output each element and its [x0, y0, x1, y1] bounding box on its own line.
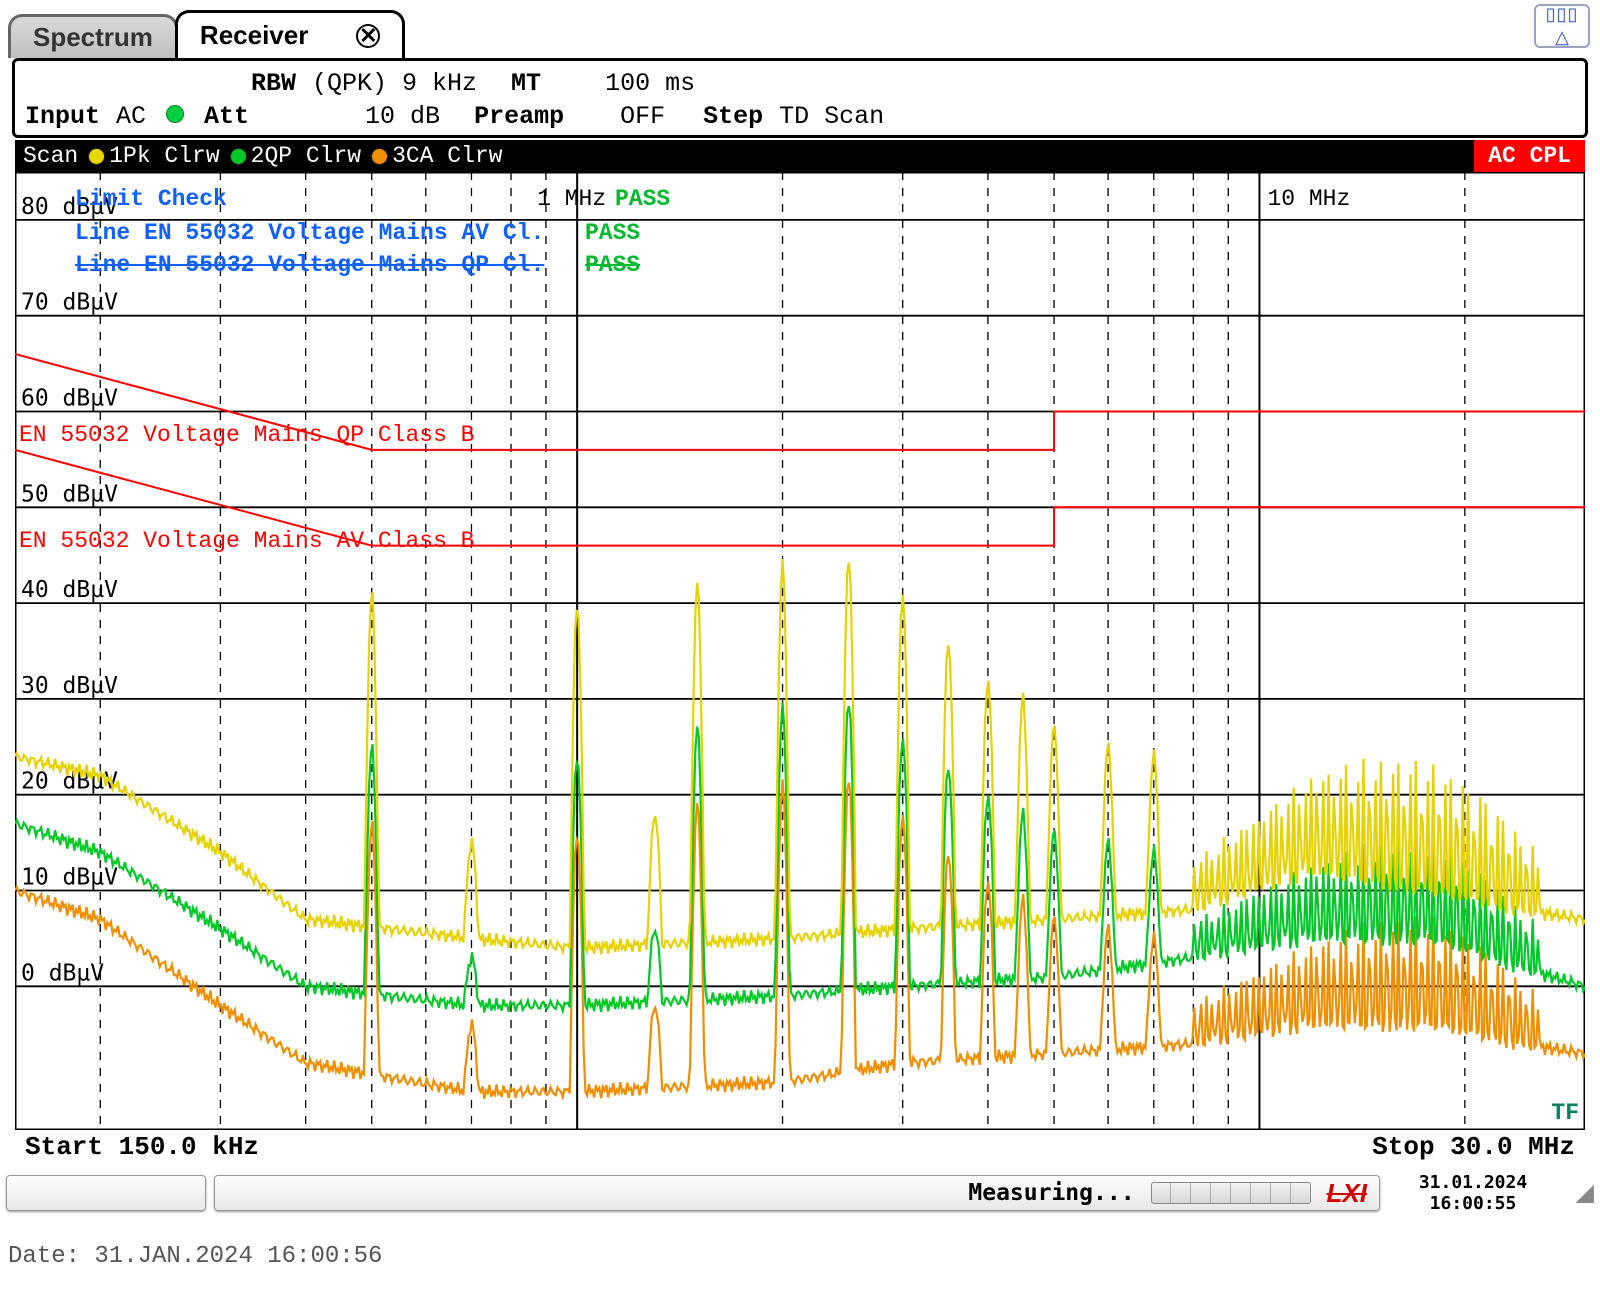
- limit-line-qp-label: Line EN 55032 Voltage Mains QP Cl.: [75, 252, 544, 278]
- svg-text:20 dBµV: 20 dBµV: [21, 769, 118, 795]
- svg-text:40 dBµV: 40 dBµV: [21, 577, 118, 603]
- status-datetime: 31.01.2024 16:00:55: [1388, 1175, 1558, 1211]
- svg-text:0 dBµV: 0 dBµV: [21, 960, 104, 986]
- rbw-value: (QPK) 9 kHz: [312, 69, 477, 98]
- status-dot-icon: [166, 105, 184, 123]
- settings-row-1: RBW (QPK) 9 kHz MT 100 ms: [25, 67, 1575, 100]
- marker-10mhz: 10 MHz: [1267, 186, 1350, 212]
- measuring-label: Measuring...: [968, 1180, 1134, 1206]
- emc-spectrum-chart: 0 dBµV 10 dBµV 20 dBµV 30 dBµV 40 dBµV 50 dBµ…: [15, 172, 1585, 1130]
- settings-row-2: Input AC Att 10 dB Preamp OFF Step TD Sc…: [25, 100, 1575, 133]
- limit-check-label: Limit Check: [75, 186, 227, 212]
- status-bar: Measuring... LXI 31.01.2024 16:00:55 ◢: [6, 1172, 1594, 1214]
- limit-av-name: EN 55032 Voltage Mains AV Class B: [19, 528, 474, 554]
- trace3-legend: 3CA Clrw: [371, 143, 502, 169]
- marker-1mhz: 1 MHz: [537, 186, 606, 212]
- input-label: Input: [25, 102, 100, 131]
- svg-text:10 dBµV: 10 dBµV: [21, 865, 118, 891]
- display-mode-icon[interactable]: ▯▯▯△: [1534, 4, 1590, 48]
- pass-1: PASS: [615, 186, 670, 212]
- limit-line-av-label: Line EN 55032 Voltage Mains AV Cl.: [75, 220, 544, 246]
- tab-spectrum[interactable]: Spectrum: [8, 14, 178, 58]
- step-value: TD Scan: [779, 102, 884, 131]
- svg-text:70 dBµV: 70 dBµV: [21, 290, 118, 316]
- mt-label: MT: [511, 69, 541, 98]
- status-time: 16:00:55: [1430, 1193, 1517, 1214]
- tab-bar: Spectrum Receiver ✕: [8, 10, 402, 58]
- mt-value: 100 ms: [605, 69, 695, 98]
- trace-legend-bar: Scan 1Pk Clrw 2QP Clrw 3CA Clrw AC CPL: [15, 140, 1585, 172]
- svg-text:50 dBµV: 50 dBµV: [21, 481, 118, 507]
- svg-text:60 dBµV: 60 dBµV: [21, 386, 118, 412]
- screenshot-root: { "tabs": { "inactive": "Spectrum", "act…: [0, 0, 1600, 1292]
- start-stop-bar: Start 150.0 kHz Stop 30.0 MHz: [15, 1130, 1585, 1164]
- progress-bar: [1151, 1182, 1311, 1204]
- ac-cpl-badge: AC CPL: [1474, 140, 1585, 172]
- resize-grip-icon[interactable]: ◢: [1566, 1179, 1594, 1207]
- status-mid-box: Measuring... LXI: [214, 1175, 1380, 1211]
- preamp-label: Preamp: [474, 102, 564, 131]
- status-date: 31.01.2024: [1419, 1172, 1527, 1193]
- settings-panel: RBW (QPK) 9 kHz MT 100 ms Input AC Att 1…: [12, 58, 1588, 138]
- tab-receiver[interactable]: Receiver ✕: [175, 10, 405, 58]
- start-freq: Start 150.0 kHz: [25, 1132, 259, 1162]
- input-ac: AC: [116, 102, 146, 131]
- preamp-value: OFF: [620, 102, 665, 131]
- stop-freq: Stop 30.0 MHz: [1372, 1132, 1575, 1162]
- status-left-box[interactable]: [6, 1175, 206, 1211]
- step-label: Step: [703, 102, 763, 131]
- tab-label: Spectrum: [33, 22, 153, 53]
- rbw-label: RBW: [251, 69, 296, 98]
- trace1-legend: 1Pk Clrw: [88, 143, 219, 169]
- limit-qp-name: EN 55032 Voltage Mains QP Class B: [19, 422, 474, 448]
- chart-area: 0 dBµV 10 dBµV 20 dBµV 30 dBµV 40 dBµV 50 dBµ…: [15, 172, 1585, 1130]
- lxi-icon: LXI: [1327, 1178, 1367, 1209]
- trace2-legend: 2QP Clrw: [230, 143, 361, 169]
- tf-indicator: TF: [1551, 1100, 1579, 1126]
- pass-2: PASS: [585, 220, 640, 246]
- att-value: 10 dB: [365, 102, 440, 131]
- tab-label: Receiver: [200, 20, 308, 51]
- footer-date: Date: 31.JAN.2024 16:00:56: [8, 1243, 382, 1270]
- att-label: Att: [204, 102, 249, 131]
- pass-3: PASS: [585, 252, 640, 278]
- svg-text:30 dBµV: 30 dBµV: [21, 673, 118, 699]
- close-icon[interactable]: ✕: [356, 24, 380, 48]
- scan-label: Scan: [23, 143, 78, 169]
